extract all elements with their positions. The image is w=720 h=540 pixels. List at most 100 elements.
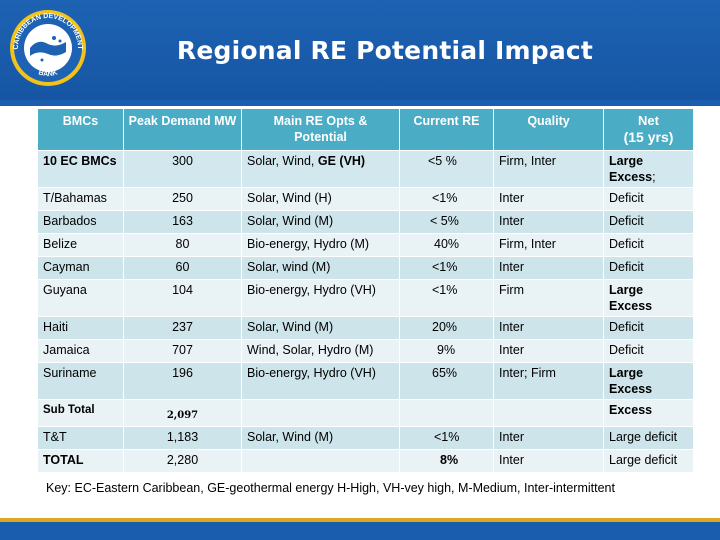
cell-bmc: Sub Total [37,399,124,427]
cell-bmc: Belize [37,233,124,257]
cell-quality: Firm [493,279,604,317]
cell-opts: Wind, Solar, Hydro (M) [241,339,400,363]
cell-bmc: Suriname [37,362,124,400]
cell-bmc: Jamaica [37,339,124,363]
cell-quality: Inter [493,187,604,211]
cell-bmc: T/Bahamas [37,187,124,211]
cell-peak: 1,183 [123,426,242,450]
cell-current: 9% [399,339,494,363]
cell-peak: 104 [123,279,242,317]
table-row: T/Bahamas 250 Solar, Wind (H) <1% Inter … [37,187,694,211]
table-row: Jamaica 707 Wind, Solar, Hydro (M) 9% In… [37,339,694,363]
cell-quality: Inter [493,339,604,363]
cell-peak: 196 [123,362,242,400]
cell-peak: 707 [123,339,242,363]
cell-quality: Inter [493,449,604,473]
header-divider [0,100,720,106]
cell-net: Large Excess [603,279,694,317]
cell-net: Deficit [603,187,694,211]
cell-current: <1% [399,187,494,211]
cell-quality: Firm, Inter [493,233,604,257]
cell-opts [241,449,400,473]
cell-current: 20% [399,316,494,340]
table-row: Guyana 104 Bio-energy, Hydro (VH) <1% Fi… [37,279,694,317]
table-row: Suriname 196 Bio-energy, Hydro (VH) 65% … [37,362,694,400]
cell-net: Deficit [603,339,694,363]
cell-quality [493,399,604,427]
cell-opts: Bio-energy, Hydro (M) [241,233,400,257]
cell-peak: 2,097 [123,399,242,427]
cell-opts: Solar, Wind (H) [241,187,400,211]
table-header-row: BMCs Peak Demand MW Main RE Opts & Poten… [37,108,694,151]
cell-opts: Bio-energy, Hydro (VH) [241,362,400,400]
cell-net: Large Excess [603,362,694,400]
cell-opts: Solar, Wind (M) [241,210,400,234]
cell-quality: Inter [493,426,604,450]
cell-net: Large Excess; [603,150,694,188]
cell-quality: Inter [493,210,604,234]
cell-peak: 237 [123,316,242,340]
cell-net-suffix: ; [652,170,656,184]
net-header-line1: Net [638,113,659,128]
cell-net: Excess [603,399,694,427]
cell-current: <1% [399,426,494,450]
cell-opts: Solar, wind (M) [241,256,400,280]
cell-current [399,399,494,427]
col-header-net: Net (15 yrs) [603,108,694,151]
table-row: Barbados 163 Solar, Wind (M) < 5% Inter … [37,210,694,234]
cell-quality: Inter [493,256,604,280]
footer-blue-bar [0,522,720,540]
cell-net: Deficit [603,210,694,234]
col-header-current-re: Current RE [399,108,494,151]
cell-net: Large deficit [603,426,694,450]
cell-bmc: TOTAL [37,449,124,473]
cell-current: < 5% [399,210,494,234]
cell-bmc: Haiti [37,316,124,340]
table-row: Sub Total 2,097 Excess [37,399,694,427]
cell-bmc: T&T [37,426,124,450]
cell-opts [241,399,400,427]
cell-opts: Solar, Wind (M) [241,316,400,340]
cell-current: <1% [399,279,494,317]
cdb-logo: CARIBBEAN DEVELOPMENT BANK [10,10,86,86]
table-row: Belize 80 Bio-energy, Hydro (M) 40% Firm… [37,233,694,257]
cell-opts: Solar, Wind, GE (VH) [241,150,400,188]
cell-peak: 300 [123,150,242,188]
cell-opts: Bio-energy, Hydro (VH) [241,279,400,317]
col-header-quality: Quality [493,108,604,151]
cell-opts-text: Solar, Wind, [247,154,318,168]
table-row: TOTAL 2,280 8% Inter Large deficit [37,449,694,473]
col-header-peak-demand: Peak Demand MW [123,108,242,151]
key-legend: Key: EC-Eastern Caribbean, GE-geothermal… [46,481,615,495]
col-header-bmcs: BMCs [37,108,124,151]
subtotal-peak: 2,097 [166,410,199,421]
table-row: Cayman 60 Solar, wind (M) <1% Inter Defi… [37,256,694,280]
cell-current: <1% [399,256,494,280]
re-potential-table: BMCs Peak Demand MW Main RE Opts & Poten… [37,108,694,473]
cell-quality: Inter [493,316,604,340]
cell-peak: 80 [123,233,242,257]
cell-current: <5 % [399,150,494,188]
net-header-line2: (15 yrs) [623,129,674,145]
cell-peak: 250 [123,187,242,211]
table-row: Haiti 237 Solar, Wind (M) 20% Inter Defi… [37,316,694,340]
cell-opts-bold: GE (VH) [317,154,366,168]
svg-text:BANK: BANK [38,69,59,78]
cell-peak: 60 [123,256,242,280]
cell-net: Deficit [603,316,694,340]
cell-quality: Inter; Firm [493,362,604,400]
cell-net: Large deficit [603,449,694,473]
table-row: 10 EC BMCs 300 Solar, Wind, GE (VH) <5 %… [37,150,694,188]
col-header-main-re-opts: Main RE Opts & Potential [241,108,400,151]
cell-peak: 2,280 [123,449,242,473]
header-bar: CARIBBEAN DEVELOPMENT BANK Regional RE P… [0,0,720,100]
cell-current: 8% [399,449,494,473]
cell-net-bold: Large Excess [609,154,653,184]
cell-bmc: Guyana [37,279,124,317]
footer-gold-stripe [0,518,720,522]
cell-bmc: Barbados [37,210,124,234]
cell-net: Deficit [603,256,694,280]
table-row: T&T 1,183 Solar, Wind (M) <1% Inter Larg… [37,426,694,450]
cell-current: 40% [399,233,494,257]
slide-title: Regional RE Potential Impact [176,36,594,65]
